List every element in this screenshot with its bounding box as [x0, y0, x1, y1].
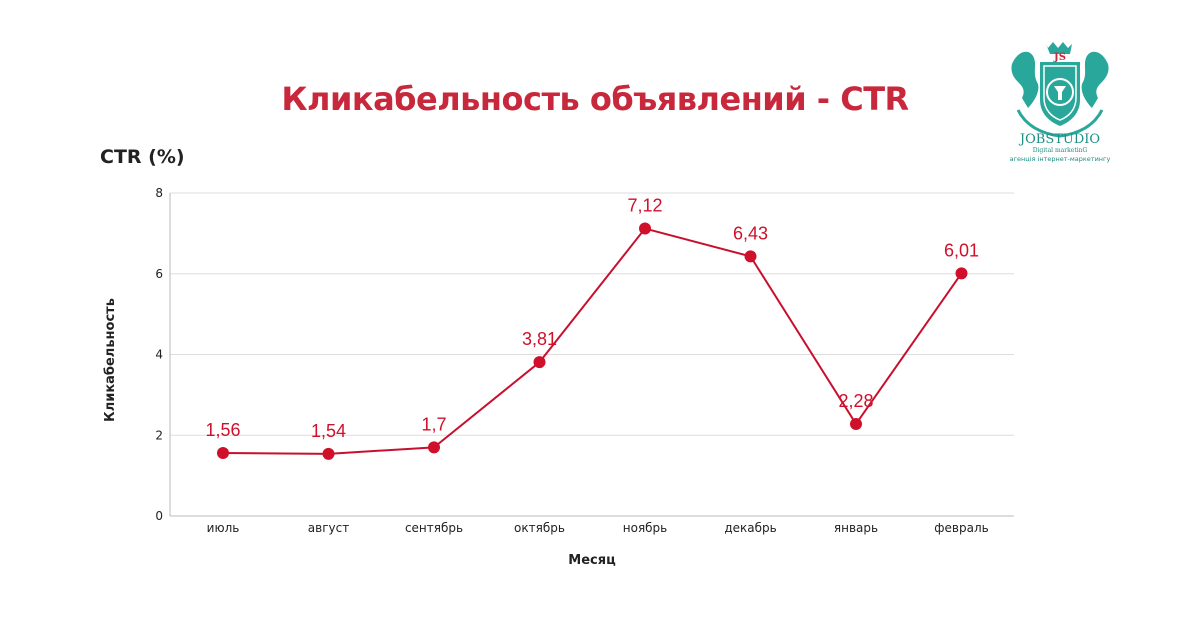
y-axis-title: Кликабельность: [103, 298, 118, 422]
data-point: [744, 250, 757, 263]
data-label: 6,01: [944, 240, 979, 260]
series-line: [222, 227, 963, 455]
chart-title: Кликабельность объявлений - CTR: [281, 80, 909, 118]
logo-name: JOBSTUDIO: [1018, 132, 1100, 147]
series-ctr: [217, 222, 968, 460]
y-tick-label: 2: [155, 428, 163, 442]
x-tick-label: январь: [834, 521, 878, 535]
jobstudio-logo: JS JOBSTUDIO Digital marketinG агенція і…: [1004, 40, 1116, 164]
data-label: 7,12: [627, 196, 662, 216]
grid-lines: [170, 192, 1014, 436]
x-tick-label: ноябрь: [623, 521, 668, 535]
y-tick-label: 6: [155, 267, 163, 281]
jobstudio-crest-icon: JS JOBSTUDIO Digital marketinG агенція і…: [1010, 42, 1111, 163]
axes: [169, 193, 1014, 517]
logo-tagline: Digital marketinG: [1033, 147, 1088, 154]
x-tick-label: февраль: [934, 521, 988, 535]
y-tick-label: 8: [155, 186, 163, 200]
x-tick-label: сентябрь: [405, 521, 463, 535]
data-label: 3,81: [522, 329, 557, 349]
tick-labels: 0 2 4 6 8 июль август сентябрь октябрь ноябрь дека…: [155, 186, 988, 535]
data-label: 1,7: [421, 414, 446, 434]
x-axis-title: Месяц: [568, 553, 616, 568]
data-point: [955, 267, 968, 280]
x-tick-label: декабрь: [724, 521, 776, 535]
x-tick-label: июль: [207, 521, 240, 535]
logo-monogram: JS: [1053, 52, 1066, 63]
data-label: 2,28: [838, 391, 873, 411]
data-point: [428, 441, 440, 454]
logo-subtitle: агенція інтернет-маркетингу: [1010, 155, 1111, 163]
data-point: [850, 417, 862, 430]
x-tick-label: октябрь: [514, 521, 565, 535]
y-tick-label: 0: [155, 509, 163, 523]
unit-label: CTR (%): [100, 146, 185, 168]
data-point: [533, 356, 546, 369]
data-label: 1,56: [205, 420, 240, 440]
data-point: [217, 447, 229, 460]
x-tick-label: август: [308, 521, 349, 535]
data-label: 1,54: [311, 421, 346, 441]
data-point: [639, 222, 651, 235]
data-label: 6,43: [733, 223, 768, 243]
data-labels: 1,56 1,54 1,7 3,81 7,12 6,43 2,28 6,01: [205, 196, 979, 441]
data-point: [322, 447, 335, 460]
y-tick-label: 4: [155, 348, 163, 362]
